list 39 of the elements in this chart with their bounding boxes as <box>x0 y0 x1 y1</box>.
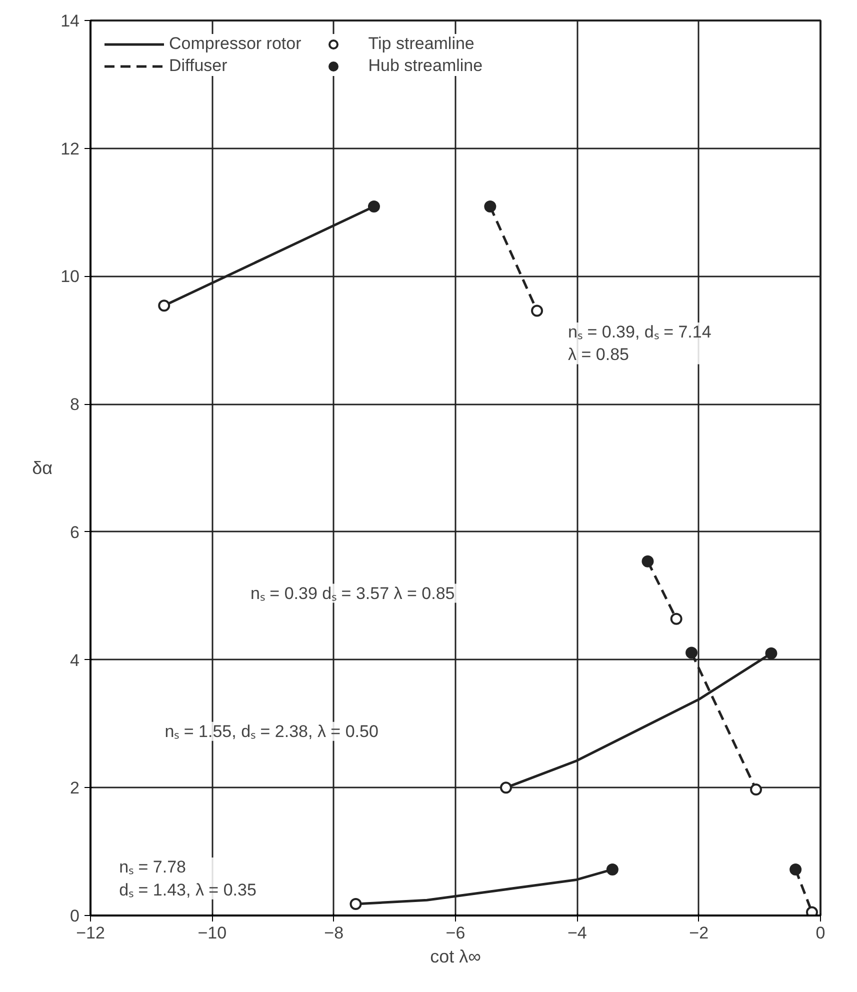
x-tick-label: −6 <box>446 924 466 942</box>
point <box>484 200 496 213</box>
point <box>606 863 618 876</box>
point <box>790 863 802 876</box>
y-tick-label: 12 <box>60 139 80 158</box>
point <box>368 200 380 213</box>
x-tick-label: −12 <box>76 924 105 942</box>
point <box>158 300 170 312</box>
annotation: nₛ = 0.39 dₛ = 3.57 λ = 0.85 <box>250 584 455 603</box>
point <box>750 784 762 796</box>
legend-label: Diffuser <box>169 56 228 76</box>
x-axis-title: cot λ∞ <box>430 946 482 966</box>
y-tick-label: 10 <box>60 267 80 286</box>
point <box>686 646 698 659</box>
y-tick-label: 14 <box>60 12 80 30</box>
point <box>806 906 818 916</box>
annotation: nₛ = 0.39, dₛ = 7.14 λ = 0.85 <box>568 322 712 364</box>
point <box>765 647 778 660</box>
point <box>670 612 682 625</box>
legend-label: Compressor rotor <box>169 34 302 54</box>
legend-label: Tip streamline <box>368 34 474 54</box>
x-tick-label: 0 <box>816 924 826 942</box>
x-tick-label: −4 <box>567 924 587 942</box>
point <box>500 782 512 794</box>
annotation: nₛ = 7.78 dₛ = 1.43, λ = 0.35 <box>119 858 256 900</box>
y-tick-label: 2 <box>70 778 80 798</box>
x-tick-label: −8 <box>324 924 344 942</box>
point <box>350 898 362 910</box>
y-tick-label: 0 <box>70 906 80 926</box>
point <box>531 304 544 317</box>
y-axis-title: δα <box>32 458 53 478</box>
point <box>642 555 654 568</box>
y-tick-label: 6 <box>70 522 80 542</box>
x-tick-label: −2 <box>689 924 709 942</box>
legend-label: Hub streamline <box>368 56 483 76</box>
x-tick-label: −10 <box>198 924 227 942</box>
annotation: nₛ = 1.55, dₛ = 2.38, λ = 0.50 <box>164 722 378 741</box>
y-tick-label: 4 <box>70 650 80 670</box>
y-tick-label: 8 <box>70 395 80 414</box>
